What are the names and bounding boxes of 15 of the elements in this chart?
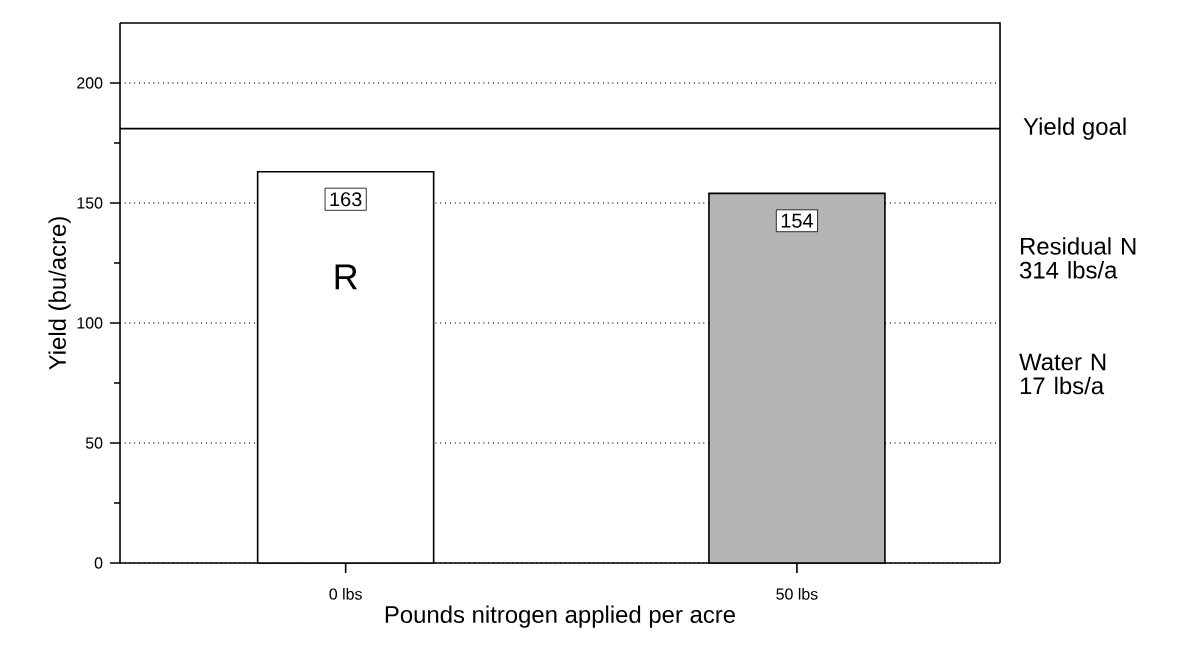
text: Water N 17 lbs/a	[1019, 353, 1106, 395]
data-label: 163	[330, 192, 362, 207]
annotation: R	[335, 264, 357, 290]
y-tick-label: 50	[85, 437, 103, 449]
y-tick-label: 200	[77, 77, 103, 89]
ref-line-label: Yield goal	[1023, 117, 1126, 140]
x-axis-title: Pounds nitrogen applied per acre	[385, 605, 735, 628]
y-tick-label: 0	[94, 557, 103, 569]
text: Residual N 314 lbs/a	[1019, 237, 1136, 279]
y-axis-title: Yield (bu/acre)	[48, 217, 71, 370]
y-tick-label: 150	[77, 197, 103, 209]
data-label: 154	[781, 213, 813, 228]
x-tick-label: 50 lbs	[776, 588, 818, 600]
x-tick-label: 0 lbs	[329, 588, 362, 600]
y-tick-label: 100	[77, 317, 103, 329]
